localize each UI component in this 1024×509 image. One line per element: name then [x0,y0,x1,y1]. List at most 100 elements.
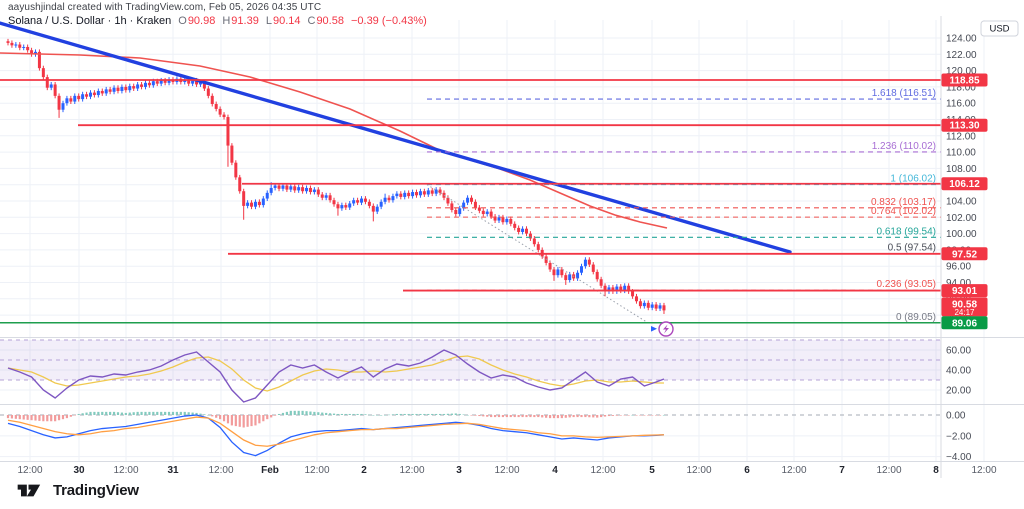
annotation-emoji[interactable] [651,321,674,337]
macd-histogram-bar [446,413,450,415]
macd-histogram-bar [258,415,261,424]
high-label: H [222,15,231,27]
macd-histogram-bar [313,411,316,415]
tradingview-logo-text: TradingView [53,482,139,499]
macd-histogram-bar [651,415,654,416]
macd-histogram-bar [438,413,442,415]
macd-histogram-bar [548,415,552,419]
tradingview-logo-icon [17,484,41,497]
macd-histogram-bar [199,413,202,415]
macd-histogram-bar [517,415,520,418]
macd-histogram-bar [270,415,273,418]
support-resistance-lines[interactable] [0,79,941,324]
macd-histogram-bar [109,411,112,415]
macd-histogram-bar [462,414,465,415]
macd-histogram-bar [482,415,485,417]
macd-histogram-bar [537,415,540,418]
macd-histogram-bar [54,415,57,422]
macd-histogram-bar [643,415,646,416]
open-value: 90.98 [187,15,216,27]
macd-histogram-bar [128,412,131,415]
grid-lines [0,20,985,461]
macd-histogram-bar [560,415,563,419]
fib-level-label: 0.832 (103.17) [871,197,936,208]
macd-histogram-bar [603,415,607,417]
macd-histogram-bar [136,411,139,415]
currency-button[interactable]: USD [980,20,1019,37]
tradingview-logo[interactable]: TradingView [16,482,139,499]
macd-histogram-bar [175,411,179,415]
macd-histogram-bar [61,415,65,420]
macd-histogram-bar [572,415,575,418]
price-tag [941,118,988,132]
macd-histogram-bar [89,411,92,415]
time-axis[interactable]: 12:00 30 12:00 31 12:00 Feb 12:00 2 12:00 3 12:00 4… [17,465,996,476]
macd-histogram-bar [454,413,457,415]
macd-histogram-bar [592,415,595,418]
symbol-info-bar[interactable]: Solana / U.S. Dollar · 1h · Kraken O 90.9… [8,15,427,27]
macd-histogram-bar [26,415,29,420]
macd-histogram-bar [427,413,430,415]
fib-level-label: 1.618 (116.51) [872,88,936,99]
macd-histogram-bar [101,411,104,415]
macd-histogram-bar [277,413,281,415]
macd-histogram-bar [34,415,37,421]
svg-text:122.00: 122.00 [946,50,977,61]
macd-histogram-bar [340,413,343,415]
change-value: −0.39 (−0.43%) [350,15,427,27]
macd-histogram-bar [317,412,320,415]
macd-histogram-bar [505,415,508,418]
price-tag [941,297,988,317]
macd-histogram-bar [486,415,489,417]
svg-text:40.00: 40.00 [946,366,971,377]
macd-histogram-bar [619,415,622,416]
macd-histogram-bar [376,415,379,416]
macd-histogram-bar [289,410,292,415]
svg-text:12:00: 12:00 [208,465,233,476]
macd-histogram-bar [191,412,194,415]
symbol-title[interactable]: Solana / U.S. Dollar · 1h · Kraken [8,15,172,27]
macd-histogram-bar [662,415,666,416]
macd-histogram-bar [348,413,351,415]
macd-histogram-bar [658,415,662,416]
macd-histogram-bar [38,415,41,421]
svg-text:118.85: 118.85 [949,75,979,86]
macd-histogram-bar [124,412,127,415]
macd-histogram-bar [14,415,17,419]
macd-histogram-bar [293,410,296,415]
macd-histogram-bar [179,411,182,415]
fib-trend-ray [426,184,649,324]
macd-histogram-bar [423,413,426,415]
svg-text:31: 31 [167,465,179,476]
macd-histogram-bar [105,411,108,415]
fib-retracement[interactable]: 1.618 (116.51) 1.236 (110.02) 1 (106.02) 0.… [426,88,941,324]
macd-histogram-bar [568,415,571,418]
macd-histogram-bar [332,413,336,415]
lightning-bolt-icon [663,324,669,334]
macd-histogram-bar [635,415,638,416]
rsi-pane-series [7,349,665,403]
chart-header: aayushjindal created with TradingView.co… [8,2,427,27]
svg-text:102.00: 102.00 [946,213,977,224]
macd-histogram-bar [226,415,230,424]
macd-histogram-bar [497,415,501,418]
price-tag [941,316,988,330]
macd-histogram-bar [242,415,245,428]
macd-histogram-bar [50,415,53,422]
svg-text:110.00: 110.00 [946,148,976,159]
macd-histogram-bar [219,415,222,420]
macd-histogram-bar [493,415,497,418]
macd-histogram-bar [529,415,532,418]
fib-level-label: 0 (89.05) [896,312,936,323]
svg-text:8: 8 [933,465,939,476]
macd-pane-series [6,410,666,457]
svg-text:60.00: 60.00 [946,346,971,357]
macd-histogram-bar [584,415,587,418]
macd-histogram-bar [93,411,96,415]
macd-histogram-bar [183,411,186,415]
macd-histogram-bar [77,413,80,415]
trendline-drawing[interactable] [0,21,792,254]
svg-text:12:00: 12:00 [971,465,996,476]
macd-histogram-bar [266,415,269,420]
